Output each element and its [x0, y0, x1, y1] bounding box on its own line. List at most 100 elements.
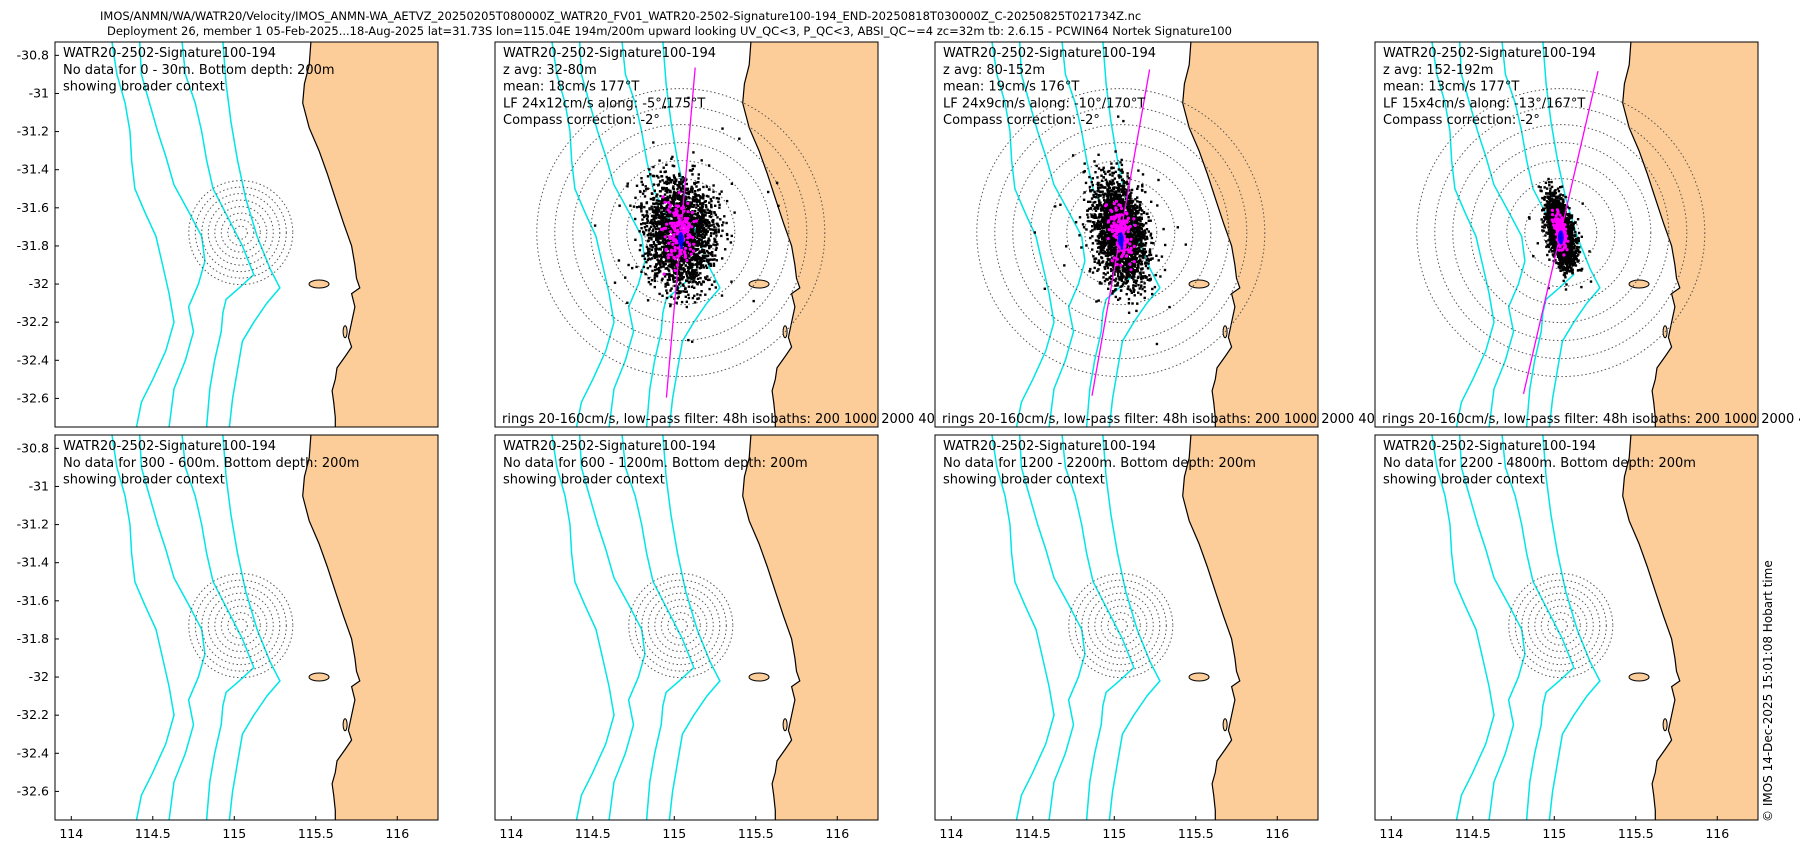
scatter-point: [1097, 299, 1100, 302]
scatter-point: [684, 242, 687, 245]
scatter-point: [671, 260, 675, 263]
scatter-point: [1100, 209, 1103, 212]
scatter-point: [665, 225, 669, 228]
scatter-point: [1143, 290, 1147, 293]
scatter-point: [697, 177, 700, 180]
scatter-point: [696, 261, 700, 264]
scatter-point: [643, 189, 646, 193]
ring-60cm-s: [220, 212, 261, 253]
scatter-point: [1098, 281, 1102, 284]
scatter-point: [1087, 207, 1091, 211]
scatter-point: [701, 243, 704, 246]
scatter-point: [1130, 266, 1133, 269]
scatter-point: [663, 275, 667, 278]
lowpass-point: [688, 247, 693, 251]
scatter-point: [656, 258, 659, 261]
scatter-point: [696, 224, 699, 227]
scatter-point: [661, 252, 664, 255]
scatter-point: [696, 277, 700, 280]
scatter-point: [1112, 290, 1115, 293]
scatter-point: [680, 201, 683, 204]
scatter-point: [683, 287, 687, 290]
lowpass-point: [1124, 224, 1128, 228]
scatter-point: [686, 256, 689, 259]
lowpass-point: [1115, 213, 1119, 217]
lowpass-point: [685, 229, 690, 234]
lowpass-point: [667, 241, 671, 245]
scatter-point: [699, 207, 702, 211]
scatter-point: [688, 261, 691, 264]
scatter-point: [1082, 226, 1086, 229]
scatter-point: [1137, 169, 1140, 172]
scatter-point: [714, 213, 718, 217]
scatter-point: [1132, 233, 1135, 236]
scatter-point: [1089, 267, 1092, 271]
isobath-1000m: [138, 42, 206, 427]
scatter-point: [1168, 305, 1171, 309]
scatter-point: [1109, 280, 1112, 284]
scatter-point: [672, 174, 676, 177]
scatter-point: [649, 265, 652, 268]
scatter-point: [1136, 200, 1139, 203]
lowpass-point: [665, 222, 669, 226]
scatter-point: [1119, 259, 1123, 262]
scatter-point: [1111, 253, 1114, 256]
scatter-point: [1093, 223, 1096, 226]
scatter-point: [626, 301, 629, 304]
scatter-point: [666, 215, 669, 218]
scatter-point: [659, 206, 663, 210]
scatter-point: [1114, 237, 1117, 240]
scatter-point: [1110, 256, 1114, 259]
scatter-point: [706, 243, 709, 247]
scatter-point: [654, 215, 657, 218]
scatter-point: [711, 218, 715, 222]
scatter-point: [1143, 234, 1146, 238]
scatter-point: [665, 175, 668, 179]
scatter-point: [1132, 278, 1135, 281]
scatter-point: [641, 183, 644, 186]
scatter-point: [660, 241, 663, 244]
scatter-point: [1100, 241, 1104, 244]
scatter-point: [1111, 245, 1114, 248]
scatter-point: [1130, 257, 1133, 260]
scatter-point: [1136, 187, 1139, 190]
scatter-point: [704, 211, 707, 214]
scatter-point: [694, 190, 697, 193]
scatter-point: [687, 293, 690, 296]
scatter-point: [693, 209, 697, 213]
scatter-point: [662, 265, 665, 268]
scatter-point: [646, 175, 650, 178]
y-tick-label: -32.6: [17, 390, 49, 405]
scatter-point: [696, 254, 699, 257]
scatter-point: [681, 190, 685, 193]
scatter-point: [1127, 297, 1131, 301]
scatter-point: [1111, 186, 1115, 190]
scatter-point: [678, 180, 681, 184]
scatter-point: [688, 267, 691, 270]
header-line-2: Deployment 26, member 1 05-Feb-2025...18…: [107, 24, 1232, 38]
scatter-point: [693, 192, 696, 196]
lowpass-point: [675, 232, 679, 236]
scatter-point: [1095, 222, 1099, 225]
scatter-point: [659, 202, 663, 205]
scatter-point: [710, 210, 713, 214]
scatter-point: [1106, 271, 1109, 274]
scatter-point: [659, 266, 663, 269]
scatter-point: [717, 200, 720, 203]
scatter-point: [1145, 228, 1149, 231]
scatter-point: [677, 193, 681, 196]
scatter-point: [632, 205, 636, 208]
scatter-point: [1100, 231, 1103, 234]
scatter-point: [1086, 213, 1089, 216]
scatter-point: [674, 179, 678, 182]
scatter-point: [1091, 242, 1095, 245]
scatter-point: [1091, 271, 1095, 274]
scatter-point: [1101, 193, 1105, 196]
scatter-point: [657, 254, 660, 257]
scatter-point: [1141, 276, 1145, 280]
scatter-point: [1109, 201, 1112, 205]
scatter-point: [1143, 296, 1146, 300]
scatter-point: [1108, 232, 1111, 235]
scatter-point: [1145, 262, 1148, 265]
